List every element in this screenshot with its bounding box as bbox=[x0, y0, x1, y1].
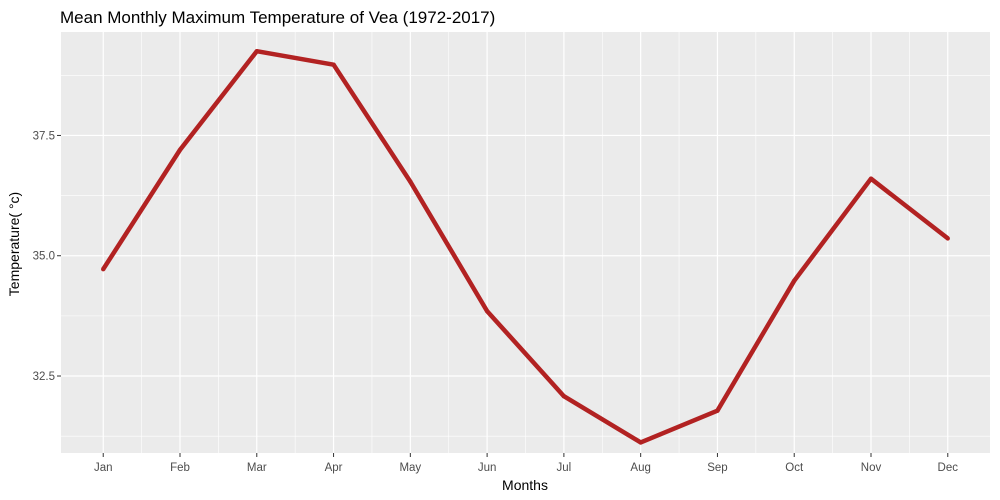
x-tick-label: Feb bbox=[170, 462, 190, 474]
chart-title: Mean Monthly Maximum Temperature of Vea … bbox=[60, 8, 495, 27]
x-tick-label: Nov bbox=[861, 462, 882, 474]
x-axis-title: Months bbox=[502, 477, 548, 493]
minor-gridlines bbox=[61, 32, 990, 453]
x-tick-label: Jul bbox=[557, 462, 572, 474]
data-point-dec bbox=[945, 236, 950, 241]
y-tick-label: 35.0 bbox=[33, 251, 55, 263]
x-axis: Jan Feb Mar Apr May Jun Jul Aug Sep Oct Nov Dec bbox=[94, 453, 958, 474]
data-point-jul bbox=[561, 394, 567, 399]
x-tick-label: Jan bbox=[94, 462, 113, 474]
y-tick-label: 37.5 bbox=[33, 130, 55, 142]
y-axis: 32.5 35.0 37.5 bbox=[33, 130, 61, 383]
x-tick-label: Oct bbox=[785, 462, 804, 474]
data-point-oct bbox=[792, 278, 797, 283]
data-point-mar bbox=[254, 49, 259, 54]
x-tick-label: Aug bbox=[630, 462, 650, 474]
x-tick-label: Apr bbox=[325, 462, 343, 474]
x-tick-label: Mar bbox=[247, 462, 267, 474]
y-axis-title: Temperature( °c) bbox=[6, 192, 22, 296]
series-layer bbox=[101, 48, 950, 445]
data-point-may bbox=[408, 179, 413, 184]
x-tick-label: Dec bbox=[938, 462, 959, 474]
data-point-nov bbox=[868, 176, 874, 181]
major-gridlines bbox=[61, 32, 990, 453]
x-tick-label: May bbox=[399, 462, 421, 474]
series-line bbox=[101, 48, 950, 445]
x-tick-label: Jun bbox=[478, 462, 497, 474]
y-tick-label: 32.5 bbox=[33, 371, 55, 383]
data-point-apr bbox=[331, 62, 336, 67]
x-tick-label: Sep bbox=[707, 462, 727, 474]
data-point-jun bbox=[484, 308, 490, 314]
data-point-jan bbox=[101, 267, 106, 272]
data-point-aug bbox=[638, 440, 643, 445]
data-point-feb bbox=[177, 147, 183, 153]
data-point-sep bbox=[715, 408, 720, 413]
